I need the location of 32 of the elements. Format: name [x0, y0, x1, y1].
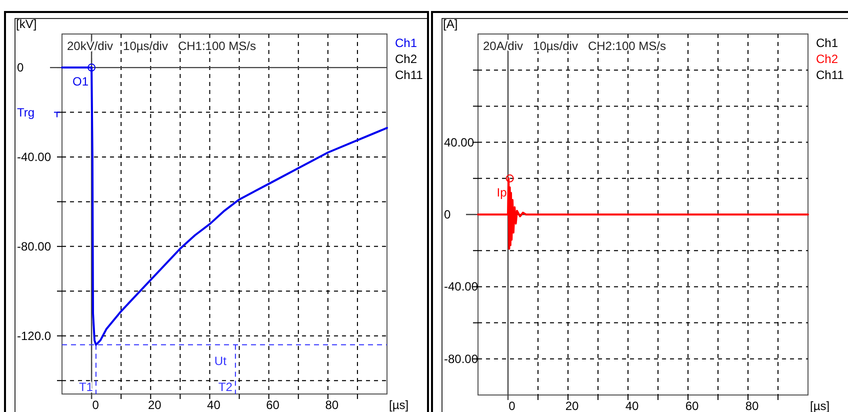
x-tick-label: 60 [266, 398, 280, 412]
legend-label: Ch1 [816, 36, 838, 50]
annotation: O1 [72, 74, 89, 89]
legend-label: Ch11 [395, 68, 424, 82]
x-tick-label: 40 [625, 399, 639, 412]
legend-label: Ch2 [395, 52, 418, 66]
y-axis-title: [kV] [16, 17, 37, 31]
x-tick-label: 80 [745, 399, 759, 412]
ref-line-label: Ut [214, 354, 228, 368]
annotation: Ip [496, 185, 508, 200]
y-tick-label: 40.00 [444, 135, 474, 150]
y-axis-title: [A] [443, 17, 458, 31]
x-axis-title: [µs] [389, 398, 409, 412]
x-tick-label: 0 [92, 398, 100, 412]
ref-line-label: T2 [218, 380, 233, 394]
x-tick-label: 40 [207, 398, 221, 412]
y-tick-label: -80.00 [17, 239, 52, 254]
x-tick-label: 60 [685, 399, 699, 412]
legend-label: Ch11 [816, 68, 844, 82]
y-tick-label: 0 [17, 60, 24, 75]
y-tick-label: 0 [444, 208, 451, 222]
x-tick-label: 80 [325, 398, 339, 412]
y-tick-label: -40.00 [17, 150, 52, 164]
text: Ch1 [395, 36, 418, 50]
x-tick-label: 0 [508, 399, 516, 412]
y-tick-label: -80.00 [444, 352, 478, 366]
text: Ch2 [816, 52, 838, 66]
x-tick-label: 20 [148, 398, 162, 412]
y-tick-label: -40.00 [444, 280, 478, 294]
x-tick-label: 20 [565, 399, 579, 412]
text: Trg [17, 105, 35, 120]
y-tick-label: -120.0 [17, 328, 52, 343]
